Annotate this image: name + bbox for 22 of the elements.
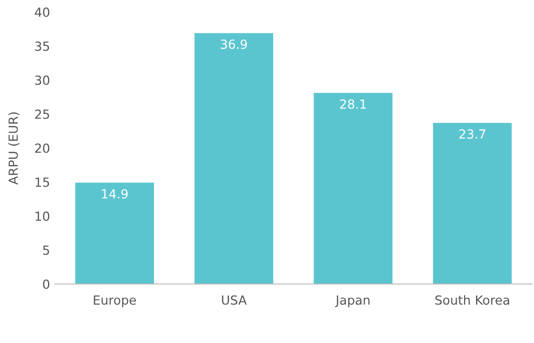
x-tick-label: Europe [94, 295, 136, 308]
data-label: 23.7 [459, 129, 486, 139]
x-tick-label: USA [222, 295, 247, 305]
data-label: 14.9 [102, 189, 128, 199]
bar [314, 92, 392, 284]
y-tick-label: 40 [34, 7, 50, 17]
data-label: 28.1 [340, 99, 366, 109]
data-label: 36.9 [220, 39, 247, 49]
y-tick-label: 20 [35, 143, 50, 153]
y-tick-label: 10 [36, 211, 50, 221]
bar [433, 122, 512, 284]
y-tick-label: 15 [36, 178, 50, 187]
y-tick-label: 5 [43, 246, 50, 255]
x-tick-label: Japan [335, 295, 370, 308]
y-tick-label: 0 [43, 279, 50, 289]
bar [194, 33, 274, 284]
y-tick-label: 25 [35, 109, 50, 119]
bar [75, 182, 154, 284]
x-tick-label: South Korea [435, 295, 510, 305]
y-axis-title: ARPU (EUR) [8, 112, 20, 185]
y-tick-label: 30 [35, 75, 50, 85]
y-tick-label: 35 [35, 41, 50, 51]
